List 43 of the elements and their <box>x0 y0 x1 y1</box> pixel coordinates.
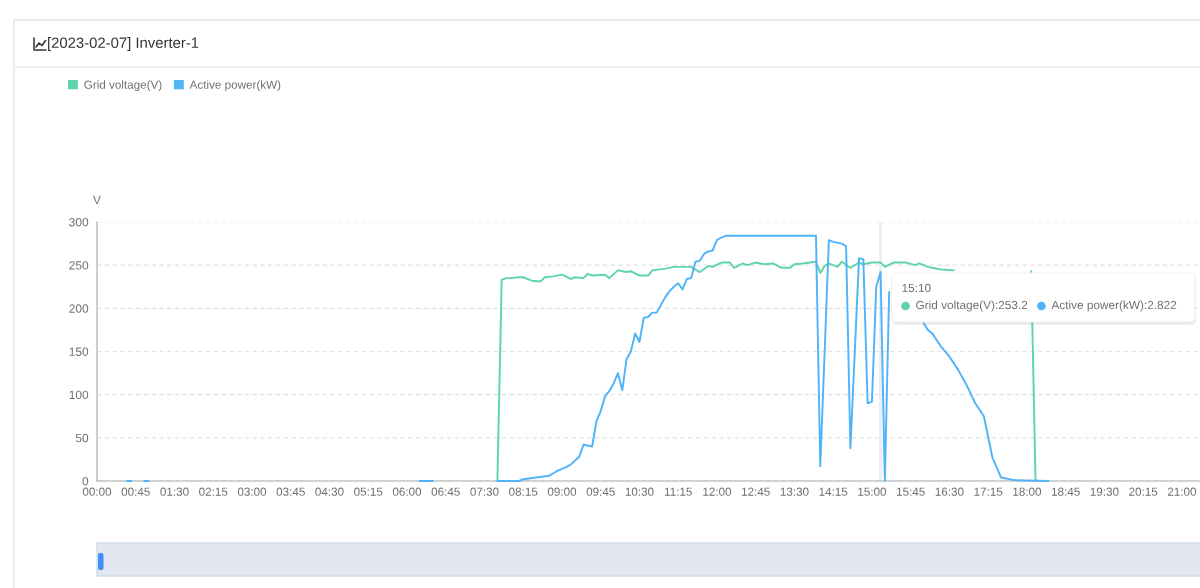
y-tick-label: 250 <box>69 261 89 270</box>
chart-title: [2023-02-07] Inverter-1 <box>48 37 199 51</box>
x-tick-label: 16:30 <box>935 487 964 496</box>
x-tick-label: 00:45 <box>121 487 150 496</box>
x-tick-label: 06:00 <box>392 487 422 496</box>
y-tick-label: 300 <box>69 217 89 227</box>
x-tick-label: 09:45 <box>586 487 615 496</box>
x-tick-label: 19:30 <box>1090 487 1119 496</box>
x-tick-label: 04:30 <box>315 487 344 496</box>
y-tick-label: 100 <box>69 390 89 400</box>
x-tick-label: 01:30 <box>160 487 189 496</box>
x-tick-label: 00:00 <box>82 487 112 496</box>
y-tick-label: 150 <box>69 347 89 356</box>
x-tick-label: 10:30 <box>625 487 654 496</box>
x-tick-label: 09:00 <box>547 487 577 496</box>
x-tick-label: 21:00 <box>1167 487 1197 496</box>
y-axis-title: V <box>93 195 101 205</box>
x-tick-label: 06:45 <box>431 487 460 496</box>
annotation: 15:10 <box>902 283 931 293</box>
x-tick-label: 15:45 <box>896 487 925 496</box>
x-tick-label: 07:30 <box>470 487 499 496</box>
x-tick-label: 03:45 <box>276 487 305 496</box>
x-tick-label: 12:00 <box>703 487 732 496</box>
x-tick-label: 18:45 <box>1051 487 1080 496</box>
x-tick-label: 05:15 <box>354 487 383 496</box>
x-tick-label: 11:15 <box>664 487 692 496</box>
x-tick-label: 12:45 <box>741 487 770 496</box>
y-tick-label: 0 <box>82 476 89 486</box>
y-tick-label: 50 <box>75 433 89 443</box>
x-tick-label: 03:00 <box>237 487 267 496</box>
y-tick-label: 200 <box>69 304 89 313</box>
x-tick-label: 20:15 <box>1129 487 1158 496</box>
legend-label: Active power(kW) <box>189 80 281 92</box>
x-tick-label: 14:15 <box>819 487 848 496</box>
x-tick-label: 18:00 <box>1013 487 1042 496</box>
annotation: Grid voltage(V):253.2 <box>916 300 1028 312</box>
x-tick-label: 08:15 <box>509 487 538 496</box>
x-tick-label: 17:15 <box>974 487 1003 496</box>
legend-label: Grid voltage(V) <box>84 80 162 92</box>
x-tick-label: 02:15 <box>199 487 228 496</box>
x-tick-label: 13:30 <box>780 487 809 496</box>
x-tick-label: 15:00 <box>858 487 887 496</box>
annotation: Active power(kW):2.822 <box>1051 300 1177 312</box>
